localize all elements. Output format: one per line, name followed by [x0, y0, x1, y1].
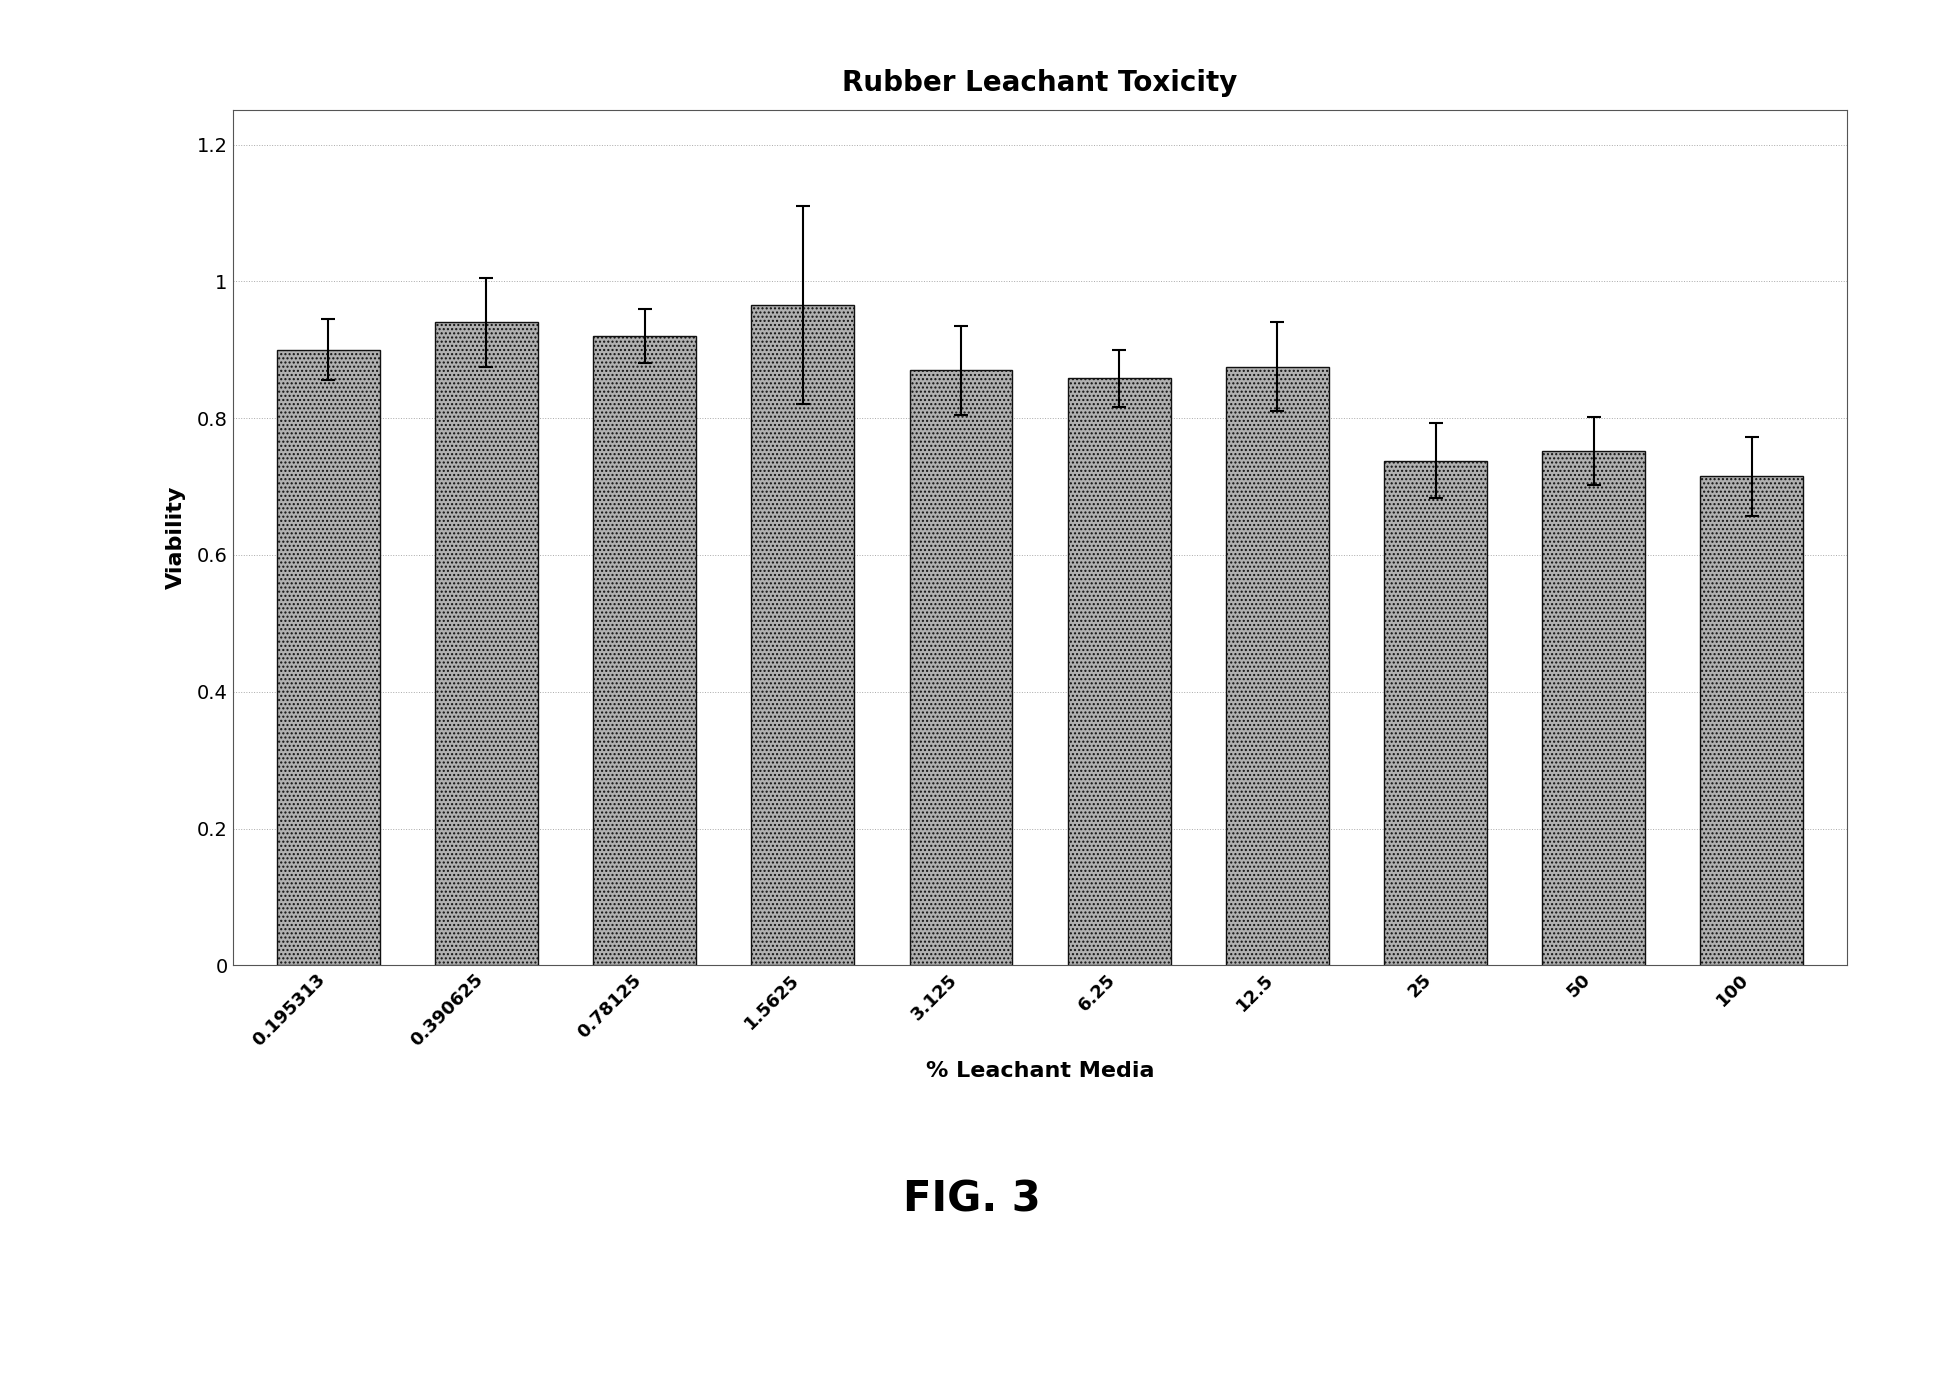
Title: Rubber Leachant Toxicity: Rubber Leachant Toxicity: [842, 69, 1238, 97]
Bar: [1227, 367, 1330, 965]
Bar: [1701, 476, 1804, 965]
Bar: [1067, 378, 1170, 965]
Bar: [276, 350, 379, 965]
Text: FIG. 3: FIG. 3: [904, 1179, 1040, 1220]
Y-axis label: Viability: Viability: [165, 487, 185, 589]
Bar: [233, 110, 1847, 965]
Bar: [593, 336, 696, 965]
Bar: [1542, 451, 1645, 965]
Bar: [1384, 461, 1487, 965]
Bar: [435, 323, 538, 965]
Bar: [910, 370, 1013, 965]
X-axis label: % Leachant Media: % Leachant Media: [925, 1062, 1155, 1081]
Bar: [750, 305, 853, 965]
